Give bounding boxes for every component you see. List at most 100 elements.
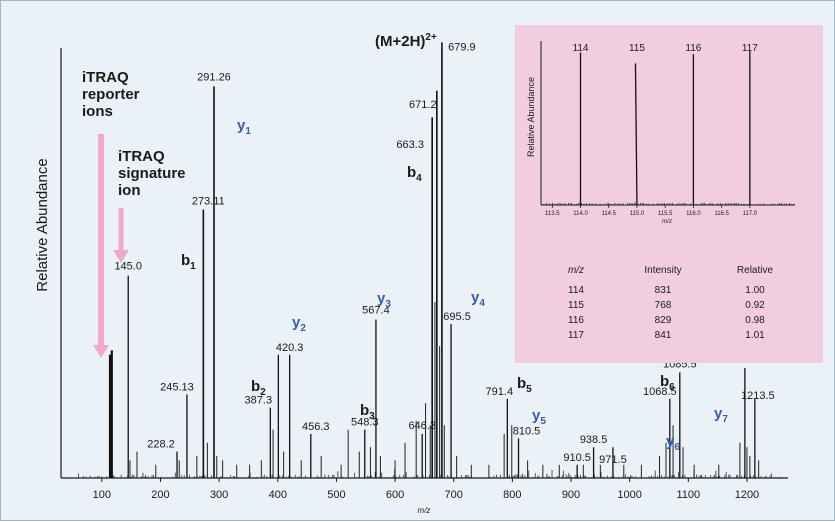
table-cell: 768 [655, 300, 672, 311]
table-cell: 115 [568, 300, 584, 311]
ion-label-base: b [181, 252, 190, 269]
peak-label: 1068.5 [643, 386, 677, 398]
table-cell: 841 [655, 330, 672, 341]
table-cell: 0.92 [745, 300, 765, 311]
ion-label-base: y [237, 117, 246, 134]
y-axis-title: Relative Abundance [34, 158, 51, 291]
callout-text: iTRAQ [82, 69, 129, 86]
peak-label: 663.3 [396, 139, 424, 151]
x-tick-label: 1100 [676, 489, 700, 501]
table-cell: 831 [655, 285, 672, 296]
callout-arrow-shaft [118, 208, 124, 251]
table-cell: 0.98 [745, 315, 765, 326]
ion-label-subscript: 6 [674, 442, 680, 453]
ion-label-subscript: 1 [245, 126, 251, 137]
x-tick-label: 700 [445, 489, 463, 501]
ion-label-subscript: 3 [369, 411, 375, 422]
ion-label-y6: y6 [666, 433, 680, 453]
ion-label-base: b [517, 375, 526, 392]
peak-label: 671.2 [409, 99, 437, 111]
ion-label-subscript: 3 [385, 299, 391, 310]
x-tick-label: 600 [386, 489, 404, 501]
inset-peak-label: 115 [629, 43, 645, 54]
ion-label-y3: y3 [377, 290, 391, 310]
peak-label: 567.4 [362, 305, 390, 317]
inset-x-axis-title: m/z [662, 219, 672, 225]
ion-label-base: y [471, 289, 480, 306]
ion-label-subscript: 2 [300, 323, 306, 334]
ion-label-subscript: 7 [722, 414, 728, 425]
x-tick-label: 100 [93, 489, 111, 501]
x-tick-label: 300 [210, 489, 228, 501]
callout-text: ion [118, 182, 141, 199]
ion-label-base: y [714, 405, 723, 422]
peak-label: 420.3 [276, 342, 304, 354]
ion-label-subscript: 4 [416, 173, 422, 184]
table-header: Intensity [644, 265, 681, 276]
peak-label: 228.2 [147, 439, 175, 451]
peak-label: 1213.5 [741, 390, 775, 402]
inset-peak-label: 117 [742, 43, 758, 54]
peak-label: 145.0 [114, 261, 142, 273]
inset-y-axis-title: Relative Abundance [526, 77, 536, 157]
ion-label-y2: y2 [292, 314, 306, 334]
table-header: m/z [568, 265, 584, 276]
callout-text: iTRAQ [118, 148, 165, 165]
inset-peak [634, 63, 638, 206]
table-cell: 1.00 [745, 285, 765, 296]
ion-label-subscript: 2 [260, 387, 266, 398]
table-header: Relative [737, 265, 774, 276]
table-cell: 1.01 [745, 330, 765, 341]
peak-label: 971.5 [599, 454, 627, 466]
inset-x-tick-label: 116.0 [686, 211, 701, 217]
ion-label-subscript: 6 [669, 382, 675, 393]
peak-label: 791.4 [486, 386, 514, 398]
inset-x-tick-label: 115.0 [630, 211, 645, 217]
inset-panel [515, 25, 823, 363]
inset-peak-label: 116 [685, 43, 701, 54]
callout-text: reporter [82, 86, 140, 103]
peak-label: 695.5 [443, 311, 471, 323]
ion-label-y4: y4 [471, 289, 485, 309]
peak-label: 938.5 [580, 434, 608, 446]
precursor-label-sup: 2+ [425, 32, 437, 43]
peak-label: 679.9 [448, 41, 476, 53]
ion-label-base: y [666, 433, 675, 450]
inset-x-tick-label: 117.0 [743, 211, 758, 217]
peak-label: 456.3 [302, 421, 330, 433]
x-tick-label: 500 [327, 489, 345, 501]
ion-label-base: b [407, 164, 416, 181]
ion-label-b1: b1 [181, 252, 196, 272]
ion-label-base: y [292, 314, 301, 331]
peak-label: 646.3 [408, 420, 436, 432]
inset-x-tick-label: 114.0 [573, 211, 588, 217]
inset-x-tick-label: 115.5 [658, 211, 673, 217]
x-tick-label: 900 [562, 489, 580, 501]
peak-label: 291.26 [197, 71, 231, 83]
ion-label-y7: y7 [714, 405, 728, 425]
precursor-label-base: (M+2H) [375, 33, 425, 50]
ion-label-base: b [660, 373, 669, 390]
x-tick-label: 800 [503, 489, 521, 501]
inset-spectrum: 113.5 114.0 114.5 115.0 115.5 116.0 116.5 117.0… [526, 41, 795, 225]
ion-label-base: b [251, 378, 260, 395]
ion-label-b2: b2 [251, 378, 266, 398]
peak-label: 810.5 [513, 425, 541, 437]
callout-arrow-shaft [98, 134, 104, 346]
inset-x-tick-label: 114.5 [601, 211, 616, 217]
peak-label: 548.3 [351, 417, 379, 429]
ion-label-subscript: 5 [526, 384, 532, 395]
ion-label-b4: b4 [407, 164, 422, 184]
x-tick-label: 400 [269, 489, 287, 501]
precursor-label: (M+2H)2+ [375, 32, 437, 50]
ion-label-subscript: 1 [190, 261, 196, 272]
table-cell: 117 [568, 330, 584, 341]
x-tick-label: 200 [151, 489, 169, 501]
ion-label-b5: b5 [517, 375, 532, 395]
inset-x-tick-label: 116.5 [714, 211, 729, 217]
ion-label-base: y [377, 290, 386, 307]
inset-peak-label: 114 [573, 43, 589, 54]
x-tick-label: 1200 [735, 489, 759, 501]
